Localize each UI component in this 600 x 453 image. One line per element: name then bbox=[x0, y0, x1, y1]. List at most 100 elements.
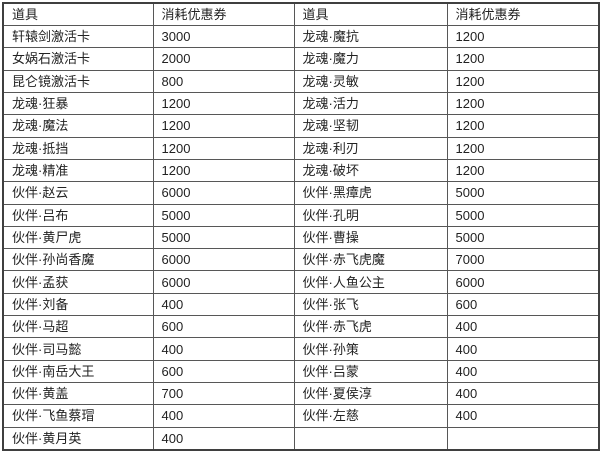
table-row: 昆仑镜激活卡 800 龙魂·灵敏 1200 bbox=[2, 69, 600, 93]
coupon-cost-cell: 1200 bbox=[152, 114, 295, 138]
coupon-cost-cell: 400 bbox=[152, 404, 295, 428]
item-cell: 伙伴·孙策 bbox=[293, 337, 448, 361]
table-row: 伙伴·孟获 6000 伙伴·人鱼公主 6000 bbox=[2, 270, 600, 294]
table-row: 伙伴·司马懿 400 伙伴·孙策 400 bbox=[2, 337, 600, 361]
header-row: 道具 消耗优惠券 道具 消耗优惠券 bbox=[2, 2, 600, 26]
item-cell: 伙伴·孙尚香魔 bbox=[2, 248, 154, 272]
item-cell: 伙伴·吕布 bbox=[2, 203, 154, 227]
coupon-cost-cell: 6000 bbox=[152, 270, 295, 294]
item-cell: 伙伴·人鱼公主 bbox=[293, 270, 448, 294]
item-cell: 龙魂·利刃 bbox=[293, 136, 448, 160]
coupon-cost-cell: 2000 bbox=[152, 47, 295, 71]
table-row: 伙伴·南岳大王 600 伙伴·吕蒙 400 bbox=[2, 359, 600, 384]
coupon-cost-cell: 1200 bbox=[446, 136, 600, 160]
coupon-cost-cell: 6000 bbox=[446, 270, 600, 294]
table-row: 龙魂·精准 1200 龙魂·破坏 1200 bbox=[2, 158, 600, 183]
item-cell: 伙伴·孔明 bbox=[293, 203, 448, 227]
item-cell: 龙魂·魔力 bbox=[293, 47, 448, 71]
item-cell: 昆仑镜激活卡 bbox=[2, 69, 154, 93]
coupon-cost-cell: 5000 bbox=[446, 181, 600, 205]
coupon-cost-cell: 800 bbox=[152, 69, 295, 93]
coupon-cost-cell: 400 bbox=[152, 292, 295, 317]
table-row: 伙伴·吕布 5000 伙伴·孔明 5000 bbox=[2, 203, 600, 227]
coupon-cost-cell: 5000 bbox=[446, 203, 600, 227]
table-row: 伙伴·黄月英 400 bbox=[2, 426, 600, 451]
coupon-cost-cell: 6000 bbox=[152, 248, 295, 272]
item-cell: 龙魂·魔抗 bbox=[293, 24, 448, 49]
item-cell: 伙伴·左慈 bbox=[293, 404, 448, 428]
coupon-cost-cell bbox=[446, 426, 600, 451]
item-cell: 伙伴·司马懿 bbox=[2, 337, 154, 361]
table-row: 龙魂·魔法 1200 龙魂·坚韧 1200 bbox=[2, 114, 600, 138]
coupon-cost-cell: 400 bbox=[446, 315, 600, 339]
coupon-cost-cell: 1200 bbox=[446, 69, 600, 93]
item-cell: 龙魂·灵敏 bbox=[293, 69, 448, 93]
table-row: 伙伴·孙尚香魔 6000 伙伴·赤飞虎魔 7000 bbox=[2, 248, 600, 272]
table-row: 伙伴·飞鱼蔡瑁 400 伙伴·左慈 400 bbox=[2, 404, 600, 428]
item-cell: 女娲石激活卡 bbox=[2, 47, 154, 71]
item-cell: 龙魂·狂暴 bbox=[2, 91, 154, 116]
item-cell: 伙伴·马超 bbox=[2, 315, 154, 339]
item-column-header: 道具 bbox=[293, 2, 448, 26]
item-cell: 龙魂·破坏 bbox=[293, 158, 448, 183]
coupon-cost-cell: 6000 bbox=[152, 181, 295, 205]
coupon-cost-cell: 1200 bbox=[446, 47, 600, 71]
coupon-cost-cell: 5000 bbox=[152, 225, 295, 250]
coupon-cost-cell: 400 bbox=[446, 404, 600, 428]
coupon-cost-cell: 1200 bbox=[446, 158, 600, 183]
item-cell: 轩辕剑激活卡 bbox=[2, 24, 154, 49]
item-cell: 龙魂·坚韧 bbox=[293, 114, 448, 138]
coupon-cost-cell: 400 bbox=[152, 426, 295, 451]
item-cell: 伙伴·黄盖 bbox=[2, 381, 154, 406]
coupon-cost-cell: 1200 bbox=[446, 91, 600, 116]
coupon-column-header: 消耗优惠券 bbox=[152, 2, 295, 26]
coupon-cost-cell: 5000 bbox=[152, 203, 295, 227]
coupon-cost-cell: 1200 bbox=[152, 136, 295, 160]
table-row: 伙伴·马超 600 伙伴·赤飞虎 400 bbox=[2, 315, 600, 339]
item-cell: 伙伴·赵云 bbox=[2, 181, 154, 205]
coupon-cost-cell: 5000 bbox=[446, 225, 600, 250]
item-column-header: 道具 bbox=[2, 2, 154, 26]
coupon-column-header: 消耗优惠券 bbox=[446, 2, 600, 26]
coupon-cost-cell: 1200 bbox=[152, 91, 295, 116]
item-cell: 龙魂·活力 bbox=[293, 91, 448, 116]
coupon-cost-cell: 3000 bbox=[152, 24, 295, 49]
item-cell: 伙伴·赤飞虎魔 bbox=[293, 248, 448, 272]
coupon-cost-cell: 600 bbox=[446, 292, 600, 317]
table-row: 龙魂·抵挡 1200 龙魂·利刃 1200 bbox=[2, 136, 600, 160]
table-row: 轩辕剑激活卡 3000 龙魂·魔抗 1200 bbox=[2, 24, 600, 49]
table-row: 伙伴·黄尸虎 5000 伙伴·曹操 5000 bbox=[2, 225, 600, 250]
item-cell: 伙伴·黄尸虎 bbox=[2, 225, 154, 250]
item-cell: 伙伴·赤飞虎 bbox=[293, 315, 448, 339]
item-cell: 伙伴·黑瘴虎 bbox=[293, 181, 448, 205]
coupon-cost-cell: 400 bbox=[446, 359, 600, 384]
item-cell: 伙伴·孟获 bbox=[2, 270, 154, 294]
item-cell: 龙魂·魔法 bbox=[2, 114, 154, 138]
coupon-cost-cell: 400 bbox=[446, 337, 600, 361]
item-cell bbox=[293, 426, 448, 451]
item-cell: 伙伴·曹操 bbox=[293, 225, 448, 250]
coupon-cost-cell: 600 bbox=[152, 359, 295, 384]
table-header: 道具 消耗优惠券 道具 消耗优惠券 bbox=[2, 2, 600, 26]
coupon-cost-cell: 600 bbox=[152, 315, 295, 339]
coupon-cost-cell: 1200 bbox=[446, 24, 600, 49]
table-row: 龙魂·狂暴 1200 龙魂·活力 1200 bbox=[2, 91, 600, 116]
item-cell: 伙伴·张飞 bbox=[293, 292, 448, 317]
coupon-cost-cell: 400 bbox=[152, 337, 295, 361]
item-cell: 伙伴·飞鱼蔡瑁 bbox=[2, 404, 154, 428]
table-row: 伙伴·刘备 400 伙伴·张飞 600 bbox=[2, 292, 600, 317]
table-row: 伙伴·赵云 6000 伙伴·黑瘴虎 5000 bbox=[2, 181, 600, 205]
table-row: 伙伴·黄盖 700 伙伴·夏侯淳 400 bbox=[2, 381, 600, 406]
coupon-cost-cell: 1200 bbox=[152, 158, 295, 183]
item-cell: 龙魂·抵挡 bbox=[2, 136, 154, 160]
coupon-cost-cell: 7000 bbox=[446, 248, 600, 272]
item-cell: 伙伴·黄月英 bbox=[2, 426, 154, 451]
table-row: 女娲石激活卡 2000 龙魂·魔力 1200 bbox=[2, 47, 600, 71]
coupon-cost-cell: 400 bbox=[446, 381, 600, 406]
coupon-cost-cell: 1200 bbox=[446, 114, 600, 138]
item-cell: 伙伴·南岳大王 bbox=[2, 359, 154, 384]
table-body: 轩辕剑激活卡 3000 龙魂·魔抗 1200 女娲石激活卡 2000 龙魂·魔力 1200 昆仑… bbox=[2, 24, 600, 451]
item-cell: 伙伴·吕蒙 bbox=[293, 359, 448, 384]
